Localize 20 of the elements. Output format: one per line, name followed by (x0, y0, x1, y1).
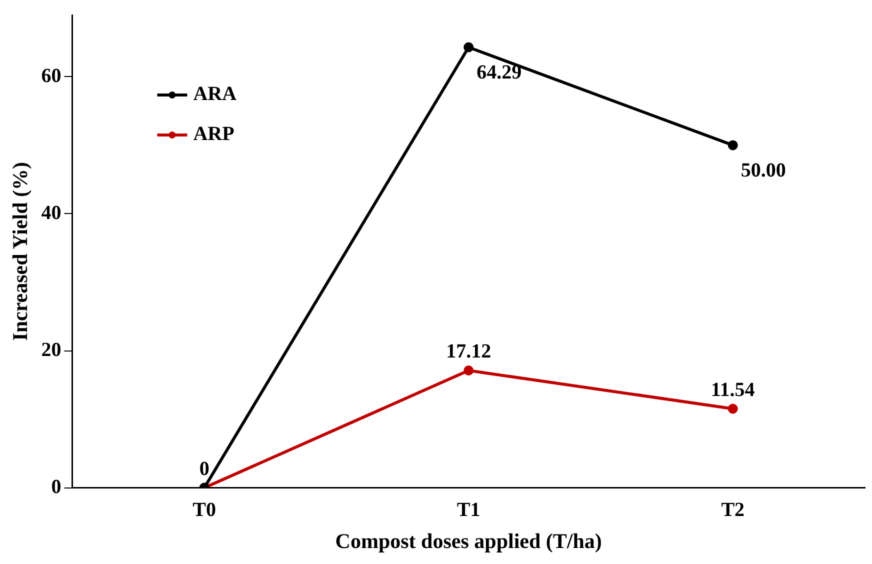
x-tick-label: T0 (192, 498, 216, 521)
point (728, 404, 738, 414)
data-label: 50.00 (740, 159, 786, 182)
point (728, 140, 738, 150)
point (464, 365, 474, 376)
legend-label: ARA (193, 83, 238, 106)
x-tick-label: T1 (456, 498, 480, 521)
data-label: 11.54 (710, 378, 755, 401)
point (464, 42, 474, 52)
data-label: 64.29 (476, 61, 522, 84)
x-axis-title: Compost doses applied (T/ha) (335, 528, 602, 553)
data-label: 17.12 (446, 340, 492, 363)
x-tick-label: T2 (721, 498, 745, 521)
y-tick-label: 20 (41, 338, 62, 361)
y-axis-title: Increased Yield (%) (8, 162, 32, 341)
data-label: 0 (199, 458, 210, 480)
y-tick-label: 0 (51, 476, 62, 498)
y-tick-label: 40 (41, 202, 62, 224)
legend-label: ARP (193, 123, 234, 146)
y-tick-label: 60 (41, 64, 62, 87)
